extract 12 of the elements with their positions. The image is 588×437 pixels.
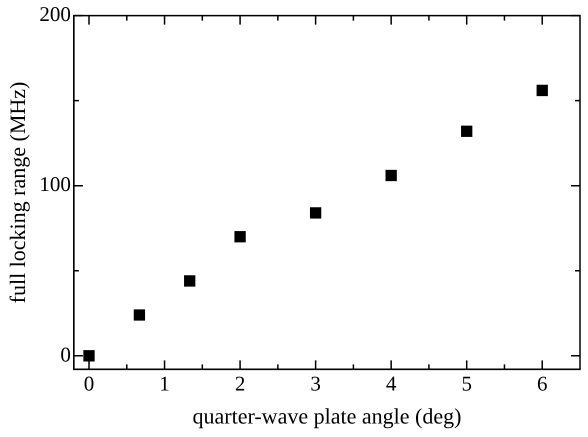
x-tick-label: 4 [386,372,397,396]
y-tick-label: 200 [39,2,71,26]
x-tick-label: 3 [310,372,321,396]
x-tick-label: 6 [536,372,548,396]
x-axis-title: quarter-wave plate angle (deg) [192,404,462,429]
y-tick-label: 0 [60,342,71,366]
y-axis-title: full locking range (MHz) [4,82,30,304]
x-tick-label: 2 [234,372,246,396]
x-tick-label: 1 [159,372,170,396]
x-tick-label: 0 [84,372,94,396]
y-tick-label: 100 [39,172,71,196]
x-tick-label: 5 [461,372,472,396]
